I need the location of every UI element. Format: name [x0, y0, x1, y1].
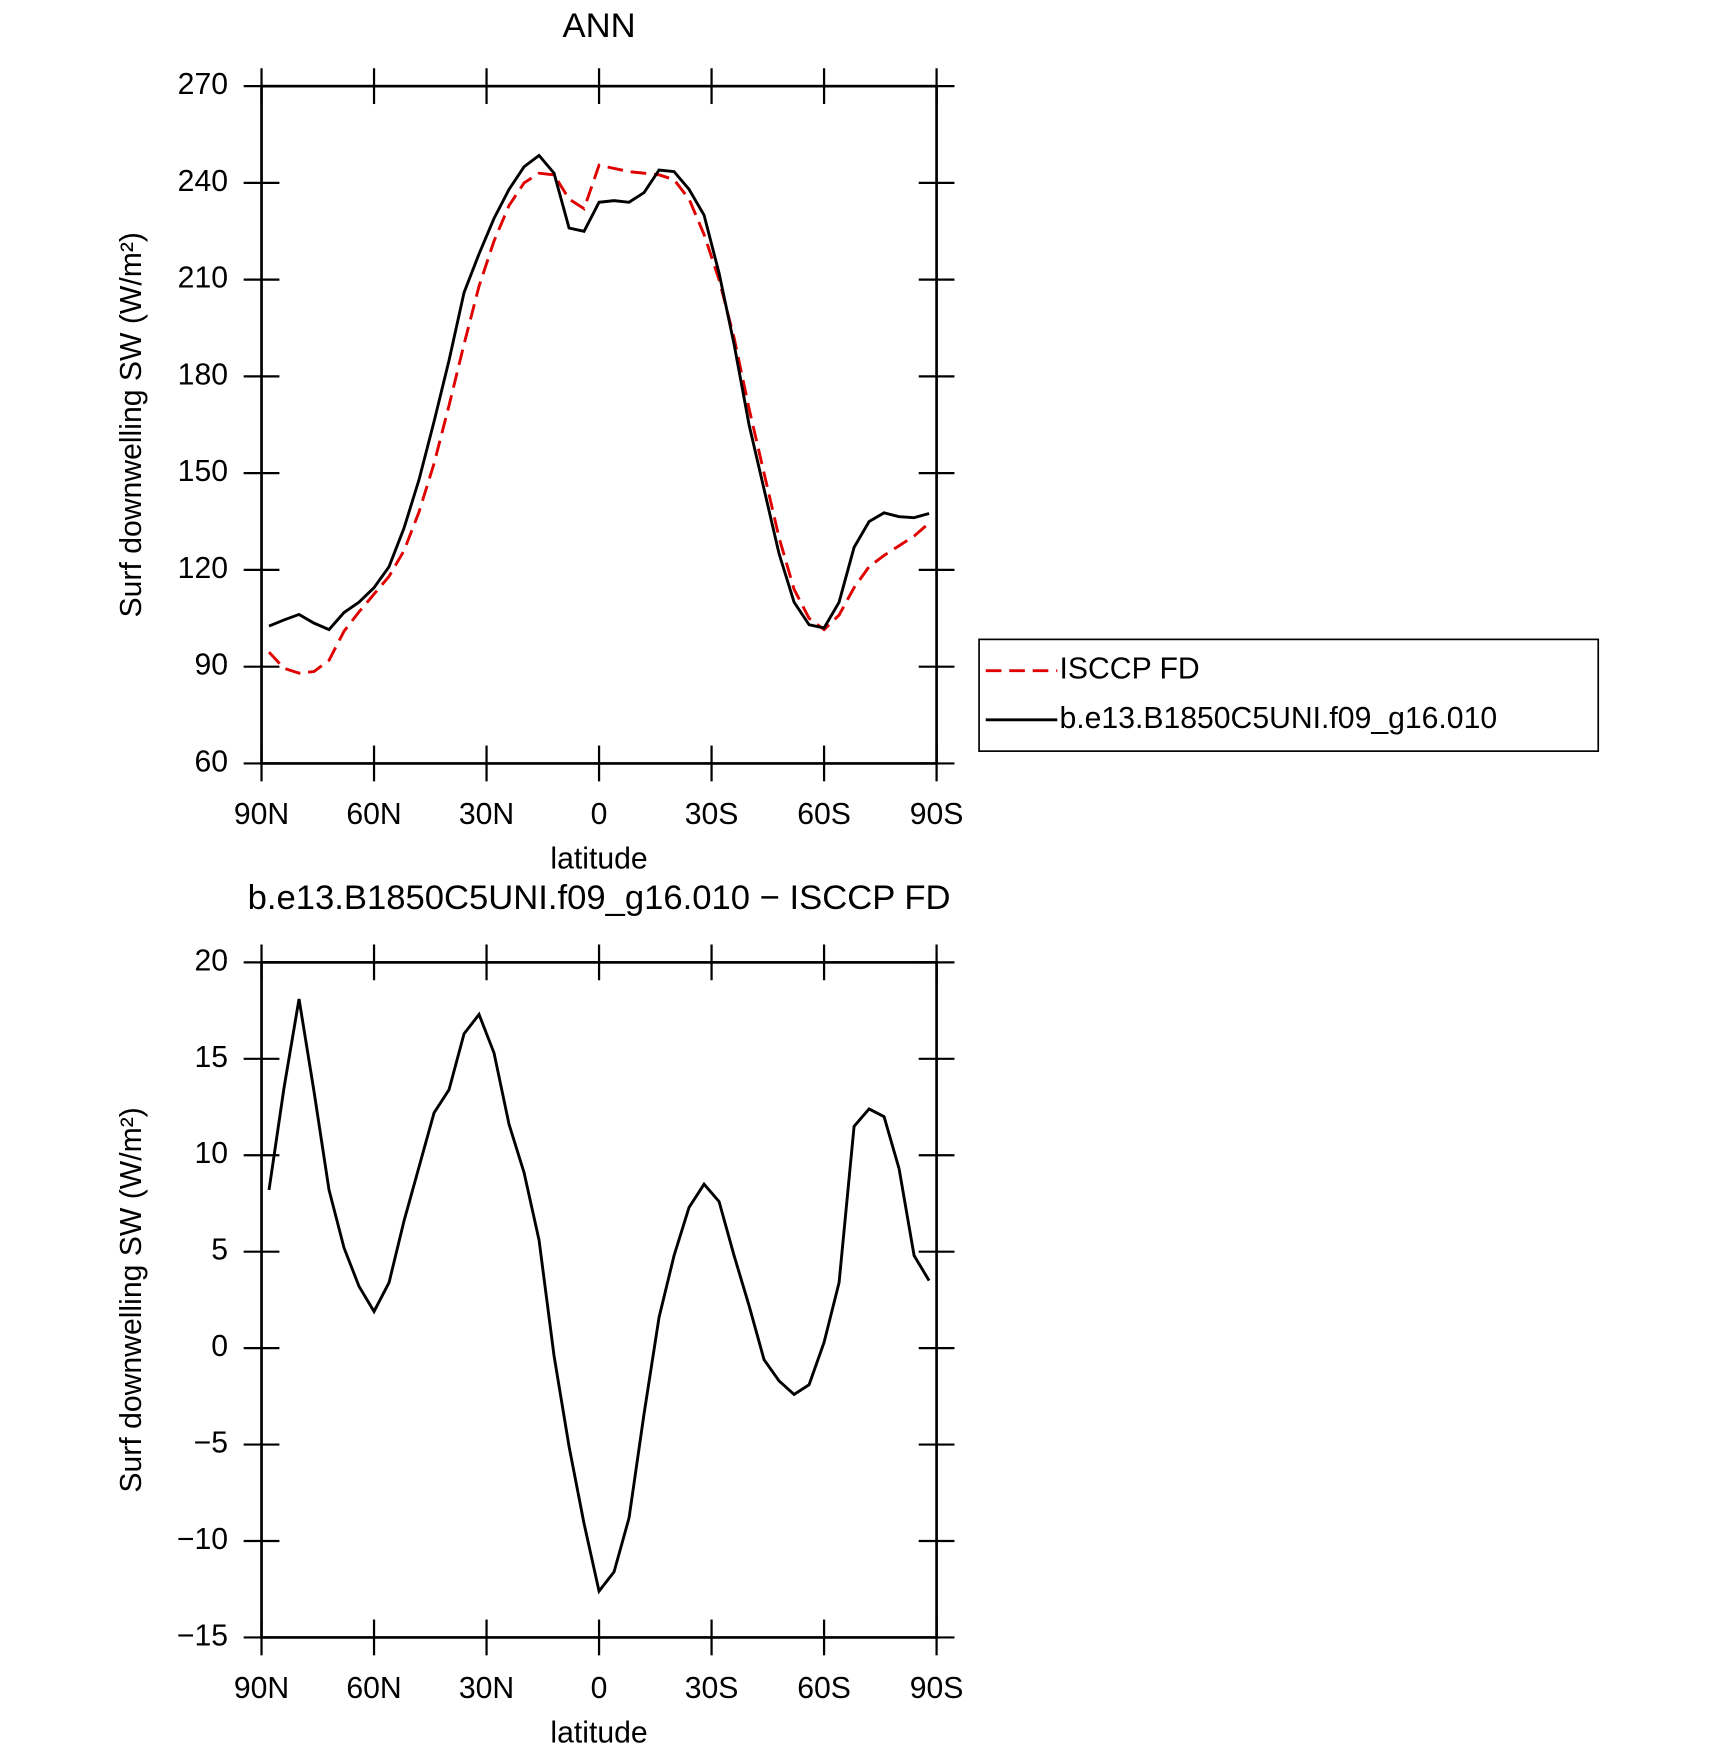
y-tick-label: 120 — [178, 552, 228, 585]
x-tick-label: 90N — [234, 798, 289, 831]
y-tick-label: −15 — [177, 1619, 228, 1652]
x-tick-label: 0 — [591, 1672, 608, 1705]
x-tick-label: 30S — [685, 1672, 739, 1705]
x-axis-label: latitude — [550, 843, 647, 876]
x-tick-label: 60S — [797, 798, 851, 831]
legend-label: ISCCP FD — [1060, 653, 1200, 686]
x-tick-label: 30N — [459, 798, 514, 831]
y-tick-label: 210 — [178, 262, 228, 295]
y-tick-label: 150 — [178, 455, 228, 488]
y-axis-label: Surf downwelling SW (W/m²) — [115, 232, 148, 617]
y-tick-label: 20 — [194, 944, 228, 977]
x-tick-label: 30N — [459, 1672, 514, 1705]
y-tick-label: −5 — [194, 1427, 228, 1460]
x-tick-label: 90S — [910, 1672, 964, 1705]
y-tick-label: 240 — [178, 165, 228, 198]
y-tick-label: 15 — [194, 1041, 228, 1074]
y-tick-label: 270 — [178, 68, 228, 101]
data-line — [268, 153, 930, 632]
x-tick-label: 60N — [346, 1672, 401, 1705]
plot-frame — [260, 84, 938, 765]
y-tick-label: 180 — [178, 358, 228, 391]
x-tick-label: 0 — [591, 798, 608, 831]
y-axis-label: Surf downwelling SW (W/m²) — [115, 1107, 148, 1492]
y-tick-label: −10 — [177, 1523, 228, 1556]
y-tick-label: 5 — [211, 1234, 228, 1267]
x-axis-label: latitude — [550, 1717, 647, 1750]
legend-box — [978, 638, 1600, 752]
y-tick-label: 90 — [194, 649, 228, 682]
x-tick-label: 30S — [685, 798, 739, 831]
chart-title: ANN — [563, 7, 636, 45]
data-line — [267, 998, 931, 1595]
y-tick-label: 60 — [194, 745, 228, 778]
x-tick-label: 90S — [910, 798, 964, 831]
legend-label: b.e13.B1850C5UNI.f09_g16.010 — [1060, 702, 1498, 735]
x-tick-label: 60N — [346, 798, 401, 831]
y-tick-label: 0 — [211, 1330, 228, 1363]
y-tick-label: 10 — [194, 1137, 228, 1170]
data-line — [267, 163, 931, 675]
x-tick-label: 60S — [797, 1672, 851, 1705]
chart-title: b.e13.B1850C5UNI.f09_g16.010 − ISCCP FD — [248, 879, 951, 917]
plot-frame — [260, 961, 938, 1639]
x-tick-label: 90N — [234, 1672, 289, 1705]
